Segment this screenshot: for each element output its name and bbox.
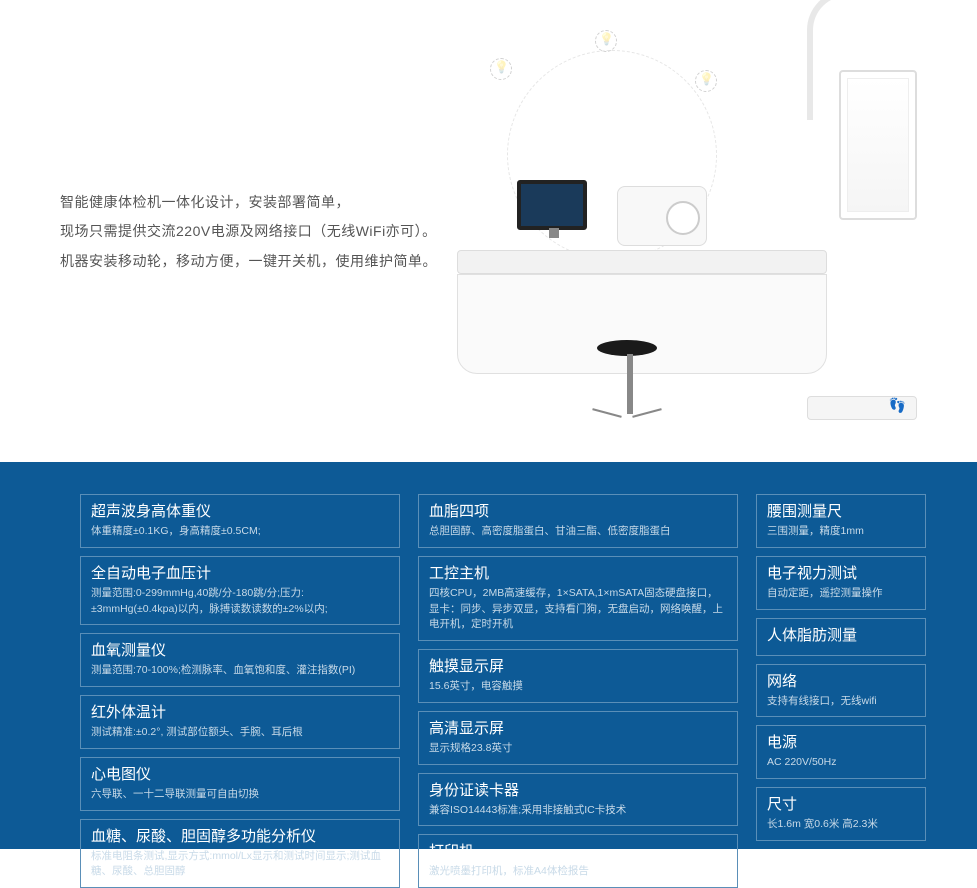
spec-title: 全自动电子血压计 <box>91 563 389 584</box>
spec-item: 尺寸长1.6m 宽0.6米 高2.3米 <box>756 787 926 841</box>
spec-desc: 三围测量，精度1mm <box>767 524 915 540</box>
spec-column-2: 血脂四项总胆固醇、高密度脂蛋白、甘油三酯、低密度脂蛋白工控主机四核CPU，2MB… <box>418 494 738 888</box>
spec-item: 人体脂肪测量 <box>756 618 926 656</box>
product-illustration <box>437 0 957 450</box>
spec-desc: 兼容ISO14443标准;采用非接触式IC卡技术 <box>429 803 727 819</box>
spec-column-3: 腰围测量尺三围测量，精度1mm电子视力测试自动定距，遥控测量操作人体脂肪测量网络… <box>756 494 926 888</box>
bulb-icon <box>490 58 512 80</box>
device-desk <box>457 250 937 420</box>
spec-desc: 激光喷墨打印机，标准A4体检报告 <box>429 864 727 880</box>
spec-title: 电子视力测试 <box>767 563 915 584</box>
spec-title: 触摸显示屏 <box>429 656 727 677</box>
spec-title: 血脂四项 <box>429 501 727 522</box>
spec-title: 超声波身高体重仪 <box>91 501 389 522</box>
spec-item: 血糖、尿酸、胆固醇多功能分析仪标准电阻条测试,显示方式:mmol/Lx显示和测试… <box>80 819 400 888</box>
intro-line-2: 现场只需提供交流220V电源及网络接口（无线WiFi亦可）。 <box>60 217 437 246</box>
spec-item: 心电图仪六导联、一十二导联测量可自由切换 <box>80 757 400 811</box>
spec-desc: 标准电阻条测试,显示方式:mmol/Lx显示和测试时间显示;测试血糖、尿酸、总胆… <box>91 849 389 881</box>
spec-item: 血氧测量仪测量范围:70-100%;检测脉率、血氧饱和度、灌注指数(PI) <box>80 633 400 687</box>
spec-title: 高清显示屏 <box>429 718 727 739</box>
large-display <box>839 70 917 220</box>
spec-item: 打印机激光喷墨打印机，标准A4体检报告 <box>418 834 738 888</box>
spec-panel: 超声波身高体重仪体重精度±0.1KG，身高精度±0.5CM;全自动电子血压计测量… <box>0 462 977 849</box>
spec-title: 血氧测量仪 <box>91 640 389 661</box>
spec-desc: 六导联、一十二导联测量可自由切换 <box>91 787 389 803</box>
spec-desc: 测量范围:70-100%;检测脉率、血氧饱和度、灌注指数(PI) <box>91 663 389 679</box>
spec-title: 腰围测量尺 <box>767 501 915 522</box>
spec-title: 电源 <box>767 732 915 753</box>
intro-line-3: 机器安装移动轮，移动方便，一键开关机，使用维护简单。 <box>60 247 437 276</box>
stool <box>597 340 662 420</box>
spec-item: 血脂四项总胆固醇、高密度脂蛋白、甘油三酯、低密度脂蛋白 <box>418 494 738 548</box>
spec-title: 工控主机 <box>429 563 727 584</box>
spec-item: 全自动电子血压计测量范围:0-299mmHg,40跳/分-180跳/分;压力:±… <box>80 556 400 626</box>
spec-item: 电子视力测试自动定距，遥控测量操作 <box>756 556 926 610</box>
spec-desc: 四核CPU，2MB高速缓存，1×SATA,1×mSATA固态硬盘接口，显卡：同步… <box>429 586 727 633</box>
spec-title: 人体脂肪测量 <box>767 625 915 646</box>
spec-item: 触摸显示屏 15.6英寸，电容触摸 <box>418 649 738 703</box>
hero-section: 智能健康体检机一体化设计，安装部署简单， 现场只需提供交流220V电源及网络接口… <box>0 0 977 462</box>
intro-text: 智能健康体检机一体化设计，安装部署简单， 现场只需提供交流220V电源及网络接口… <box>60 188 437 276</box>
spec-desc: 总胆固醇、高密度脂蛋白、甘油三酯、低密度脂蛋白 <box>429 524 727 540</box>
spec-column-1: 超声波身高体重仪体重精度±0.1KG，身高精度±0.5CM;全自动电子血压计测量… <box>80 494 400 888</box>
spec-desc: 支持有线接口，无线wifi <box>767 694 915 710</box>
bulb-icon <box>695 70 717 92</box>
spec-title: 网络 <box>767 671 915 692</box>
spec-item: 红外体温计测试精准:±0.2°, 测试部位额头、手腕、耳后根 <box>80 695 400 749</box>
small-monitor <box>517 180 587 230</box>
bp-device <box>617 186 707 246</box>
bulb-icon <box>595 30 617 52</box>
spec-item: 超声波身高体重仪体重精度±0.1KG，身高精度±0.5CM; <box>80 494 400 548</box>
spec-item: 高清显示屏显示规格23.8英寸 <box>418 711 738 765</box>
intro-line-1: 智能健康体检机一体化设计，安装部署简单， <box>60 188 437 217</box>
spec-desc: 测试精准:±0.2°, 测试部位额头、手腕、耳后根 <box>91 725 389 741</box>
spec-item: 电源 AC 220V/50Hz <box>756 725 926 779</box>
spec-desc: 自动定距，遥控测量操作 <box>767 586 915 602</box>
spec-item: 身份证读卡器兼容ISO14443标准;采用非接触式IC卡技术 <box>418 773 738 827</box>
spec-title: 打印机 <box>429 841 727 862</box>
spec-title: 血糖、尿酸、胆固醇多功能分析仪 <box>91 826 389 847</box>
spec-item: 工控主机四核CPU，2MB高速缓存，1×SATA,1×mSATA固态硬盘接口，显… <box>418 556 738 641</box>
spec-title: 身份证读卡器 <box>429 780 727 801</box>
spec-desc: 测量范围:0-299mmHg,40跳/分-180跳/分;压力:±3mmHg(±0… <box>91 586 389 618</box>
spec-title: 红外体温计 <box>91 702 389 723</box>
spec-item: 腰围测量尺三围测量，精度1mm <box>756 494 926 548</box>
spec-title: 心电图仪 <box>91 764 389 785</box>
spec-desc: 显示规格23.8英寸 <box>429 741 727 757</box>
spec-desc: AC 220V/50Hz <box>767 755 915 771</box>
spec-item: 网络支持有线接口，无线wifi <box>756 664 926 718</box>
spec-desc: 长1.6m 宽0.6米 高2.3米 <box>767 817 915 833</box>
spec-desc: 体重精度±0.1KG，身高精度±0.5CM; <box>91 524 389 540</box>
spec-title: 尺寸 <box>767 794 915 815</box>
spec-desc: 15.6英寸，电容触摸 <box>429 679 727 695</box>
